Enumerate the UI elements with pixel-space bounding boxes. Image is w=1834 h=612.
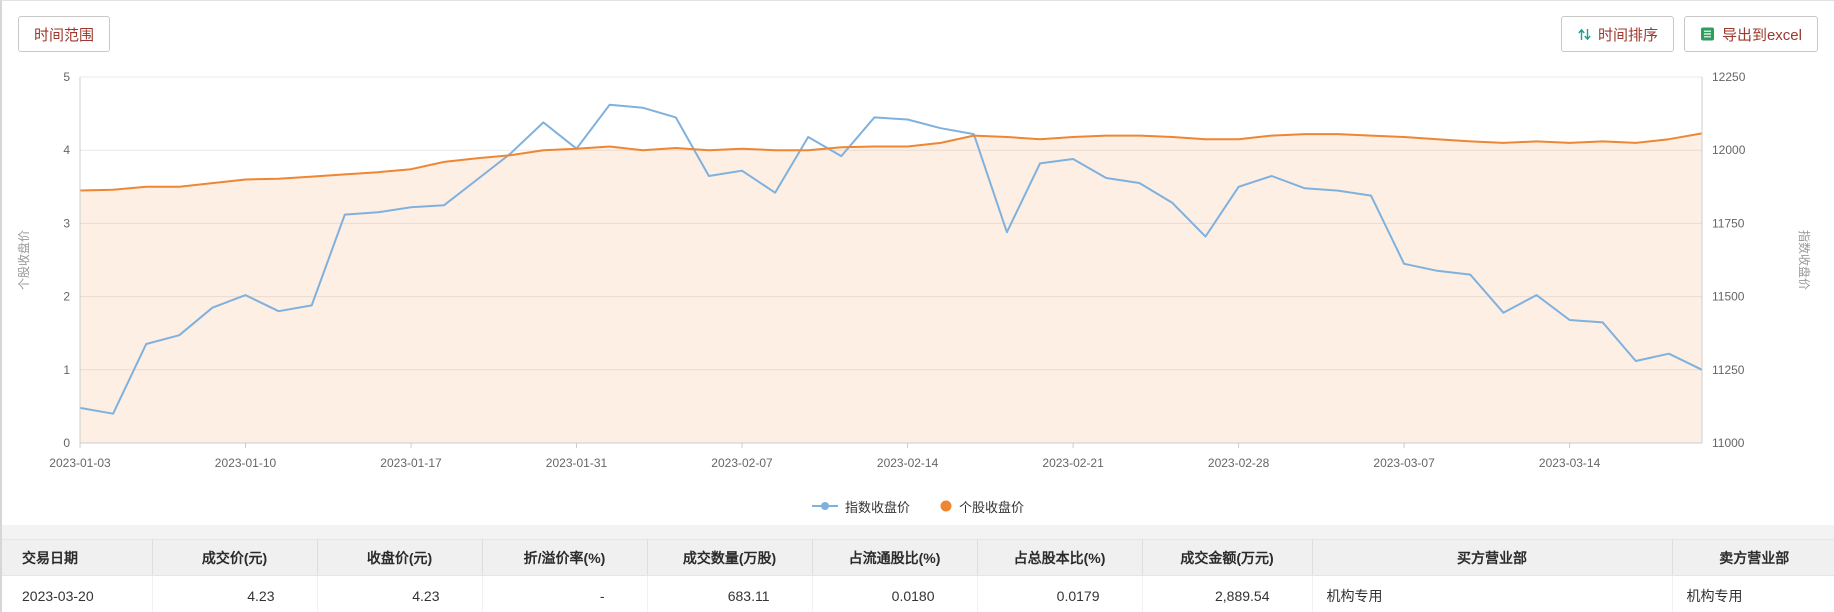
- svg-text:12000: 12000: [1712, 143, 1746, 157]
- trades-table-wrap: 交易日期 成交价(元) 收盘价(元) 折/溢价率(%) 成交数量(万股) 占流通…: [2, 539, 1834, 612]
- cell-deal-price: 4.23: [152, 575, 318, 612]
- trades-table: 交易日期 成交价(元) 收盘价(元) 折/溢价率(%) 成交数量(万股) 占流通…: [2, 539, 1834, 612]
- cell-buyer-branch: 机构专用: [1312, 575, 1673, 612]
- svg-text:3: 3: [63, 216, 70, 230]
- cell-float-share-pct: 0.0180: [812, 575, 978, 612]
- time-range-button[interactable]: 时间范围: [18, 16, 111, 52]
- y-axis-left-labels: 0 1 2 3 4 5: [63, 70, 70, 450]
- svg-text:2023-01-31: 2023-01-31: [546, 456, 608, 470]
- right-axis-title: 指数收盘价: [1797, 230, 1812, 290]
- svg-text:11500: 11500: [1712, 290, 1745, 304]
- legend-label: 指数收盘价: [844, 499, 910, 515]
- legend-item-index-close[interactable]: 指数收盘价: [811, 497, 910, 516]
- time-sort-label: 时间排序: [1597, 26, 1658, 44]
- cell-trade-date: 2023-03-20: [2, 575, 153, 612]
- time-sort-button[interactable]: 时间排序: [1560, 16, 1674, 52]
- svg-text:0: 0: [63, 436, 70, 450]
- svg-text:4: 4: [63, 143, 70, 157]
- toolbar: 时间范围 时间排序: [2, 1, 1834, 61]
- legend-dot-marker: [940, 500, 952, 512]
- svg-text:2023-03-14: 2023-03-14: [1539, 456, 1601, 470]
- col-header-buyer-branch: 买方营业部: [1312, 539, 1673, 576]
- cell-amount: 2,889.54: [1142, 575, 1313, 612]
- cell-seller-branch: 机构专用: [1672, 575, 1834, 612]
- svg-text:2023-02-07: 2023-02-07: [711, 456, 773, 470]
- y-axis-right-labels: 11000 11250 11500 11750 12000 12250: [1712, 70, 1746, 450]
- col-header-deal-price: 成交价(元): [152, 539, 318, 576]
- col-header-volume: 成交数量(万股): [647, 539, 813, 576]
- price-chart: 0 1 2 3 4 5 11000 11250 11500 11750 12000 12250 2023…: [16, 70, 1812, 470]
- svg-text:2023-02-28: 2023-02-28: [1208, 456, 1270, 470]
- col-header-trade-date: 交易日期: [2, 539, 153, 576]
- col-header-seller-branch: 卖方营业部: [1672, 539, 1834, 576]
- legend-item-stock-close[interactable]: 个股收盘价: [940, 497, 1024, 516]
- chart-legend: 指数收盘价 个股收盘价: [2, 495, 1834, 517]
- export-excel-label: 导出到excel: [1721, 26, 1802, 44]
- svg-text:2: 2: [63, 290, 70, 304]
- cell-volume: 683.11: [647, 575, 813, 612]
- time-range-label: 时间范围: [34, 26, 95, 44]
- x-axis-labels: 2023-01-03 2023-01-10 2023-01-17 2023-01-31…: [49, 443, 1601, 470]
- sort-arrows-icon: [1577, 27, 1592, 42]
- col-header-total-share-pct: 占总股本比(%): [977, 539, 1143, 576]
- svg-text:2023-03-07: 2023-03-07: [1373, 456, 1435, 470]
- col-header-premium-rate: 折/溢价率(%): [482, 539, 648, 576]
- svg-text:2023-01-10: 2023-01-10: [215, 456, 277, 470]
- export-excel-button[interactable]: 导出到excel: [1683, 16, 1818, 52]
- table-header-row: 交易日期 成交价(元) 收盘价(元) 折/溢价率(%) 成交数量(万股) 占流通…: [2, 539, 1834, 576]
- svg-text:11750: 11750: [1712, 216, 1745, 230]
- left-axis-title: 个股收盘价: [16, 230, 31, 290]
- col-header-amount: 成交金额(万元): [1142, 539, 1313, 576]
- col-header-float-share-pct: 占流通股比(%): [812, 539, 978, 576]
- svg-text:2023-01-03: 2023-01-03: [49, 456, 111, 470]
- excel-icon: [1700, 26, 1716, 42]
- svg-text:11000: 11000: [1712, 436, 1745, 450]
- legend-line-dot-marker: [811, 502, 838, 510]
- svg-text:11250: 11250: [1712, 363, 1745, 377]
- cell-close-price: 4.23: [317, 575, 483, 612]
- series-0-line: [79, 103, 1703, 415]
- svg-text:1: 1: [63, 363, 70, 377]
- svg-text:5: 5: [63, 70, 70, 84]
- toolbar-right: 时间排序 导出到excel: [1560, 16, 1818, 52]
- svg-text:12250: 12250: [1712, 70, 1746, 84]
- chart-panel: 时间范围 时间排序: [2, 1, 1834, 525]
- legend-label: 个股收盘价: [959, 499, 1025, 515]
- svg-text:2023-02-21: 2023-02-21: [1042, 456, 1104, 470]
- cell-premium-rate: -: [482, 575, 648, 612]
- col-header-close-price: 收盘价(元): [317, 539, 483, 576]
- cell-total-share-pct: 0.0179: [977, 575, 1143, 612]
- series-1-line: [79, 132, 1703, 192]
- table-row: 2023-03-20 4.23 4.23 - 683.11 0.0180 0.0…: [2, 575, 1834, 612]
- svg-text:2023-02-14: 2023-02-14: [877, 456, 939, 470]
- svg-text:2023-01-17: 2023-01-17: [380, 456, 442, 470]
- axis-lines: [79, 77, 1703, 444]
- series-1-area: [80, 133, 1702, 443]
